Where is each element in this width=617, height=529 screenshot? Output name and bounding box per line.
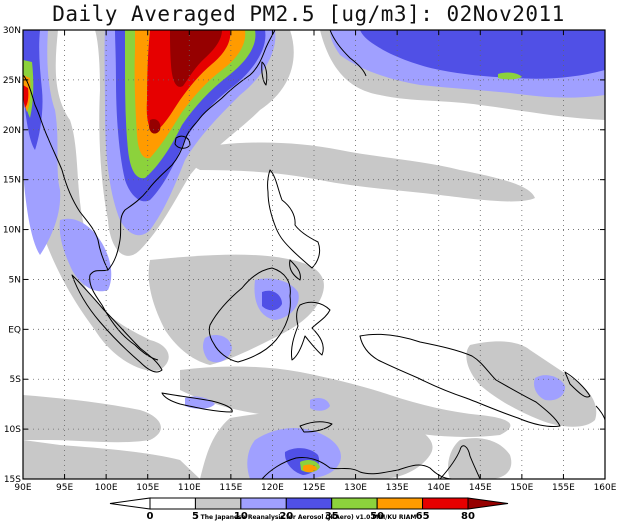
coastlines [23,30,605,479]
hainan-island [174,135,191,149]
colorbar-swatch [149,497,196,510]
lon-tick-label: 145E [469,483,492,493]
colorbar-level-label: 35 [325,511,339,522]
lon-tick-label: 110E [178,483,201,493]
colorbar-level-label: 20 [279,511,293,522]
mainland-coast [23,30,276,361]
timor-island [299,421,333,433]
lon-tick-label: 140E [427,483,450,493]
credit-text: The Japanese Reanalysis for Aerosol (JRA… [200,514,417,521]
lon-tick-label: 95E [56,483,73,493]
pm25-field [23,30,605,479]
lat-tick-label: EQ [8,325,21,335]
lon-tick-label: 135E [386,483,409,493]
lon-tick-label: 115E [219,483,242,493]
colorbar-swatch [331,497,378,510]
axis-ticks: 90E 95E 100E 105E 110E 115E 120E 125E 130E 135E 14… [3,26,617,493]
colorbar-level-label: 5 [192,511,199,522]
lat-tick-label: 20N [3,126,21,136]
colorbar-min-arrow [109,497,151,510]
new-guinea-island [359,333,561,427]
java-island [161,392,233,413]
colorbar-level-label: 10 [234,511,248,522]
japan-coast [329,30,367,77]
pm25-band-over-80 [149,30,222,134]
lat-tick-label: 30N [3,26,21,36]
philippines-islands [267,169,321,281]
colorbar-swatch [285,497,333,510]
lat-tick-label: 15S [4,475,21,485]
colorbar-swatch [376,497,424,510]
lon-tick-label: 100E [95,483,118,493]
lon-tick-label: 125E [303,483,326,493]
lon-tick-label: 105E [136,483,159,493]
colorbar-level-label: 80 [461,511,475,522]
colorbar-max-arrow [467,497,509,510]
lat-tick-label: 10N [3,226,21,236]
colorbar-level-label: 0 [147,511,154,522]
colorbar: 0 5 10 20 35 50 65 80 [109,497,509,522]
colorbar-swatch [240,497,287,510]
borneo-island [208,267,291,363]
australia-coast [261,445,481,479]
lat-tick-label: 5N [9,275,21,285]
grid-lines [23,30,605,479]
lat-tick-label: 25N [3,76,21,86]
lat-tick-label: 15N [3,176,21,186]
lat-tick-label: 5S [10,375,22,385]
pm25-band-65-80 [23,30,231,132]
sumatra-island [71,274,163,373]
lon-tick-label: 155E [552,483,575,493]
lon-tick-label: 150E [510,483,533,493]
sulawesi-island [291,301,331,361]
map-title: Daily Averaged PM2.5 [ug/m3]: 02Nov2011 [52,2,565,26]
colorbar-swatch [422,497,469,510]
colorbar-swatch [194,497,242,510]
lat-tick-label: 10S [4,425,21,435]
colorbar-level-label: 65 [416,511,430,522]
lon-tick-label: 120E [261,483,284,493]
taiwan-island [261,61,268,86]
lon-tick-label: 90E [14,483,31,493]
colorbar-level-label: 50 [370,511,384,522]
lon-tick-label: 130E [344,483,367,493]
lon-tick-label: 160E [594,483,617,493]
